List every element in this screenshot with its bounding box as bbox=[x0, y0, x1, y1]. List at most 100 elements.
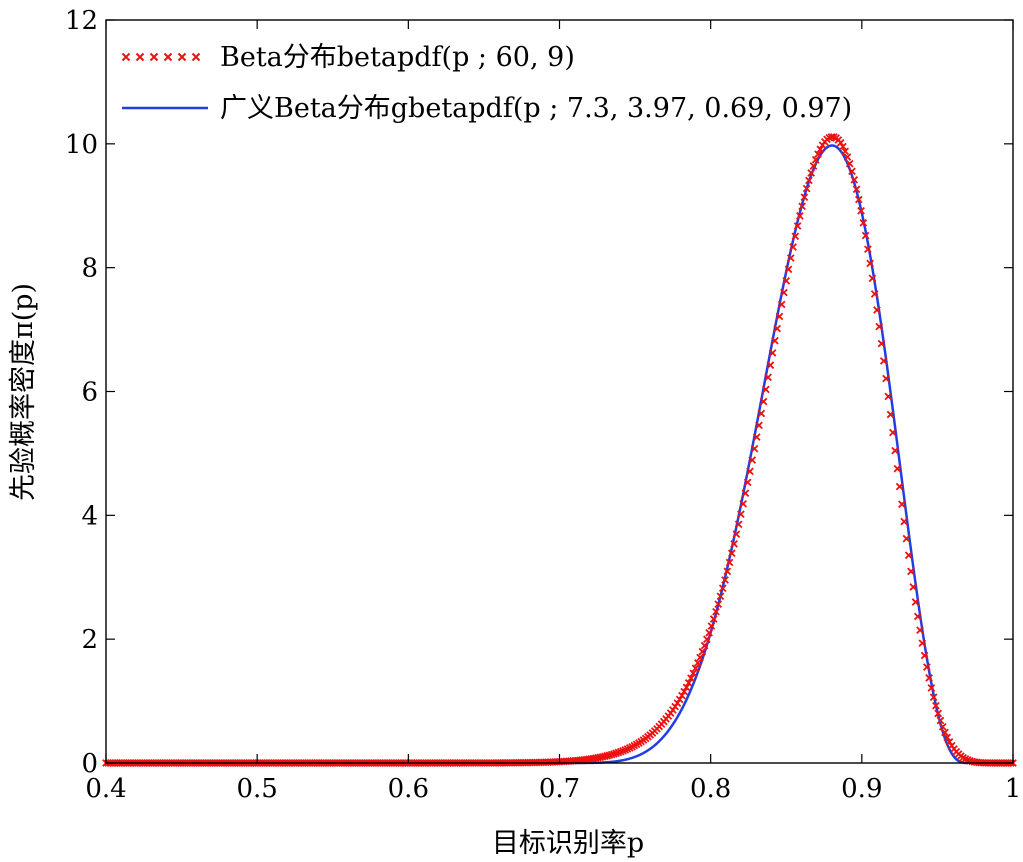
series-beta-point bbox=[909, 583, 918, 591]
series-beta-point bbox=[750, 444, 759, 453]
series-beta-point bbox=[807, 169, 816, 177]
series-beta-point bbox=[925, 674, 933, 682]
series-beta-point bbox=[684, 679, 693, 687]
series-beta-point bbox=[798, 202, 806, 211]
x-tick-label: 0.6 bbox=[388, 774, 429, 804]
series-beta-point bbox=[809, 162, 818, 170]
series-beta-point bbox=[691, 664, 700, 673]
series-beta-point bbox=[696, 653, 704, 662]
legend-label-gbeta: 广义Beta分布gbetapdf(p ; 7.3, 3.97, 0.69, 0.… bbox=[220, 93, 852, 124]
series-beta-point bbox=[943, 733, 952, 742]
y-tick-label: 4 bbox=[81, 501, 98, 531]
series-beta-point bbox=[709, 615, 718, 623]
legend-entry-beta: Beta分布betapdf(p ; 60, 9) bbox=[121, 42, 575, 73]
series-beta-point bbox=[900, 517, 908, 526]
series-beta-point bbox=[791, 232, 800, 241]
series-beta-point bbox=[703, 635, 711, 644]
series-beta-point bbox=[746, 467, 754, 476]
series-beta-point bbox=[805, 176, 813, 185]
series-beta-point bbox=[816, 145, 825, 154]
series-beta-point bbox=[718, 584, 727, 593]
series-beta-point bbox=[873, 306, 881, 314]
series-beta-point bbox=[698, 647, 707, 656]
series-beta-point bbox=[879, 357, 888, 365]
series-beta-point bbox=[854, 195, 863, 204]
series-beta-point bbox=[680, 687, 689, 696]
series-beta-point bbox=[678, 691, 686, 700]
plot-frame bbox=[105, 19, 1014, 764]
series-beta-point bbox=[743, 478, 752, 487]
series-beta-point bbox=[848, 167, 856, 176]
series-beta-point bbox=[904, 551, 913, 560]
series-beta-point bbox=[687, 674, 695, 683]
series-beta-point bbox=[916, 626, 924, 634]
series-beta-point bbox=[864, 245, 872, 253]
x-tick-label: 0.8 bbox=[690, 774, 731, 804]
series-beta-point bbox=[780, 288, 788, 297]
series-beta-point bbox=[757, 409, 766, 418]
series-beta-point bbox=[932, 701, 940, 710]
series-beta-point bbox=[922, 663, 931, 671]
series-beta-point bbox=[682, 683, 691, 692]
x-tick-label: 0.7 bbox=[539, 774, 580, 804]
series-beta-point bbox=[739, 499, 748, 508]
series-beta-point bbox=[700, 641, 709, 650]
series-beta-point bbox=[752, 433, 761, 441]
y-tick-label: 0 bbox=[81, 749, 98, 779]
series-beta-point bbox=[868, 274, 877, 283]
series-gbeta-line bbox=[544, 144, 968, 765]
series-beta-point bbox=[784, 265, 793, 274]
series-beta-point bbox=[705, 628, 713, 637]
series-beta-point bbox=[898, 500, 906, 509]
series-beta-point bbox=[902, 534, 911, 543]
series-beta-point bbox=[918, 639, 927, 648]
y-tick-label: 12 bbox=[65, 6, 98, 36]
series-beta-point bbox=[936, 716, 945, 725]
legend-entry-gbeta: 广义Beta分布gbetapdf(p ; 7.3, 3.97, 0.69, 0.… bbox=[122, 93, 852, 124]
series-beta-point bbox=[789, 243, 797, 251]
series-gbeta bbox=[544, 144, 968, 765]
series-beta-point bbox=[929, 693, 938, 702]
series-beta-point bbox=[714, 600, 723, 608]
x-tick-label: 0.5 bbox=[236, 774, 277, 804]
series-beta-point bbox=[877, 339, 886, 348]
series-beta-point bbox=[870, 290, 879, 298]
series-beta-point bbox=[759, 397, 768, 406]
legend-marker-beta bbox=[149, 52, 159, 62]
series-beta-point bbox=[895, 482, 904, 491]
series-beta-point bbox=[725, 558, 734, 567]
series-beta-point bbox=[730, 540, 738, 548]
x-tick-label: 1 bbox=[1005, 774, 1022, 804]
x-tick-label: 0.9 bbox=[841, 774, 882, 804]
series-beta-point bbox=[773, 324, 782, 333]
series-beta-point bbox=[716, 592, 725, 601]
series-beta-point bbox=[766, 361, 775, 369]
series-beta-point bbox=[777, 300, 786, 309]
series-beta-point bbox=[891, 446, 899, 455]
series-beta-point bbox=[875, 322, 884, 331]
series-beta-point bbox=[861, 231, 870, 240]
series-beta-point bbox=[907, 567, 915, 576]
series-beta-point bbox=[741, 489, 750, 498]
legend-marker-beta bbox=[163, 52, 173, 62]
y-tick-label: 8 bbox=[81, 254, 98, 284]
series-beta-point bbox=[886, 410, 895, 419]
series-beta-point bbox=[945, 738, 954, 746]
series-beta-point bbox=[920, 651, 929, 660]
series-beta-point bbox=[689, 669, 698, 678]
series-beta-point bbox=[675, 695, 684, 704]
series-beta-point bbox=[852, 185, 861, 194]
series-beta-point bbox=[841, 147, 850, 156]
series-beta-point bbox=[927, 684, 936, 692]
series-beta-point bbox=[888, 428, 897, 437]
series-beta-point bbox=[845, 159, 854, 168]
series-beta-point bbox=[941, 728, 949, 737]
x-tick-label: 0.4 bbox=[85, 774, 126, 804]
series-beta-point bbox=[768, 349, 777, 357]
series-beta-point bbox=[737, 510, 745, 518]
series-beta-point bbox=[721, 576, 729, 584]
series-beta-point bbox=[850, 175, 859, 184]
legend: Beta分布betapdf(p ; 60, 9) 广义Beta分布gbetapdf… bbox=[121, 42, 852, 124]
series-beta-point bbox=[712, 607, 720, 616]
